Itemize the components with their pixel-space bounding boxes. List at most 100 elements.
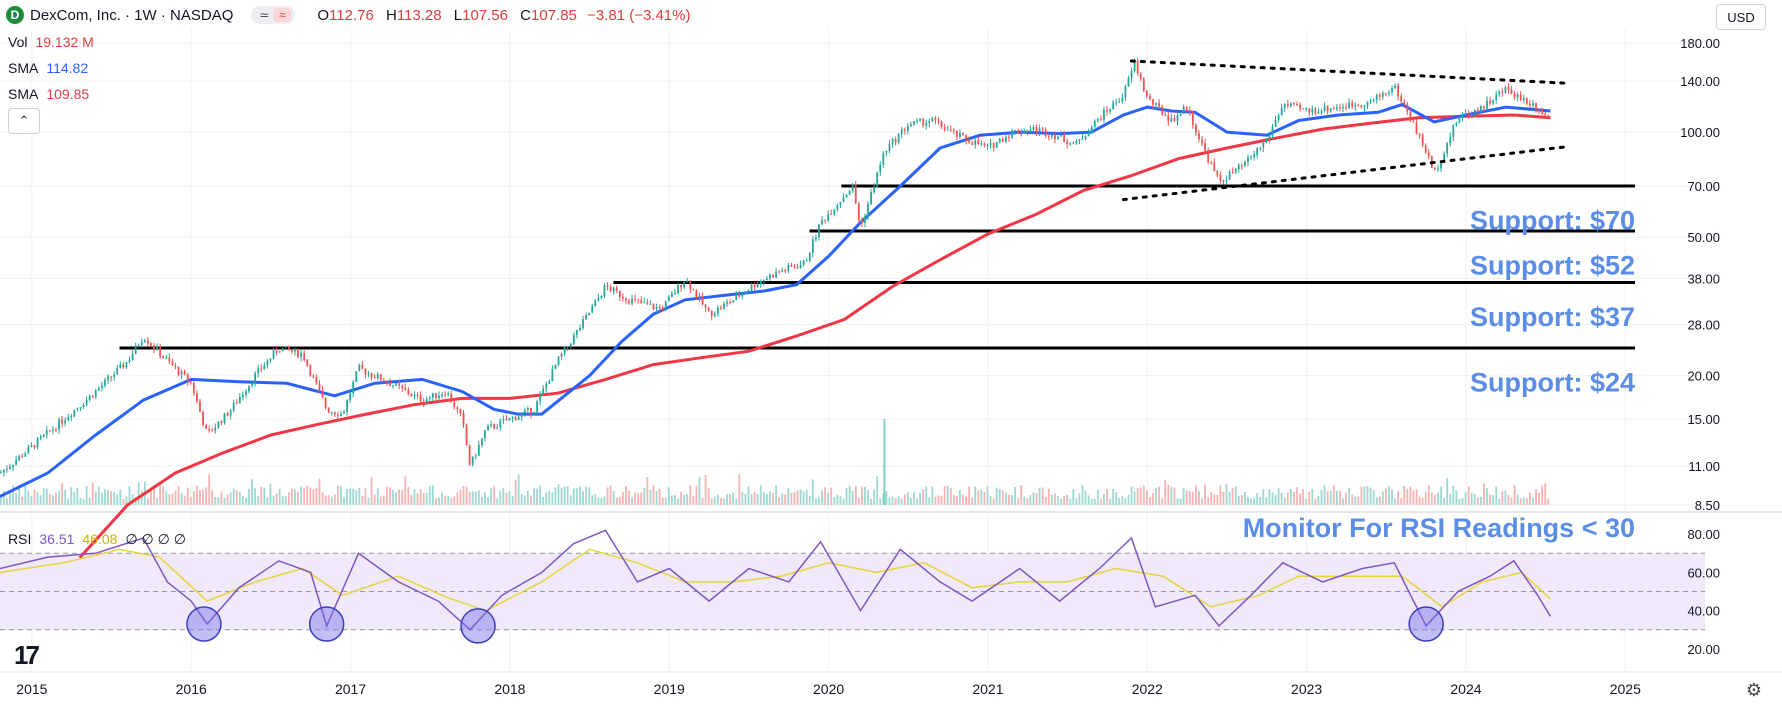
candle-body (940, 121, 943, 127)
volume-bar (137, 482, 140, 505)
volume-bar (1103, 494, 1105, 505)
rsi-legend[interactable]: RSI 36.51 46.08 ∅ ∅ ∅ ∅ (8, 531, 186, 547)
volume-bar (750, 494, 753, 505)
candle-body (21, 455, 24, 457)
sma-200-legend[interactable]: SMA 109.85 (8, 86, 90, 102)
volume-bar (983, 491, 986, 505)
volume-bar (223, 497, 226, 505)
candle-body (569, 343, 572, 347)
candle-body (217, 421, 220, 428)
candle-body (122, 364, 125, 368)
candle-body (1176, 115, 1179, 122)
support-label: Support: $70 (1470, 205, 1635, 235)
candle-body (876, 172, 879, 187)
candle-body (1240, 164, 1243, 166)
volume-bar (934, 496, 937, 505)
volume-bar (1286, 492, 1289, 505)
candle-body (33, 445, 36, 448)
volume-bar (1136, 488, 1139, 505)
ohlc-readout: O112.76 H113.28 L107.56 C107.85 −3.81 (−… (317, 6, 691, 24)
volume-bar (196, 485, 198, 505)
volume-bar (729, 494, 732, 505)
volume-bar (33, 489, 36, 505)
volume-bar (539, 485, 542, 505)
volume-bar (438, 497, 440, 505)
candle-body (943, 126, 946, 131)
candle-body (379, 374, 382, 381)
candle-body (882, 152, 885, 165)
minus-icon[interactable]: ≃ (259, 8, 270, 22)
volume-bar (226, 494, 229, 505)
sma-50-line (0, 102, 1551, 498)
wave-icon[interactable]: ≈ (273, 8, 292, 22)
volume-bar (677, 498, 679, 505)
volume-bar (710, 498, 713, 505)
candle-body (174, 365, 177, 367)
price-tick-label: 100.00 (1680, 125, 1720, 140)
candle-body (1093, 120, 1096, 128)
volume-bar (894, 498, 897, 505)
candle-body (600, 296, 603, 298)
volume-bar (704, 475, 707, 505)
volume-legend[interactable]: Vol 19.132 M (8, 34, 94, 50)
candle-body (88, 395, 91, 400)
volume-bar (1047, 488, 1050, 505)
volume-bar (1078, 493, 1081, 505)
volume-bar (263, 487, 266, 505)
volume-bar (42, 488, 45, 505)
candle-body (928, 121, 931, 123)
candle-body (1479, 106, 1482, 113)
volume-bar (1434, 494, 1436, 505)
volume-bar (787, 488, 790, 505)
candle-body (1216, 170, 1219, 176)
volume-bar (281, 496, 284, 505)
volume-bar (171, 493, 174, 505)
candle-body (389, 382, 391, 386)
rsi-path (0, 529, 1552, 631)
volume-bar (217, 497, 220, 505)
compare-toggle[interactable]: ≃ ≈ (251, 6, 296, 24)
volume-bar (916, 498, 918, 505)
collapse-legend-button[interactable]: ⌃ (8, 108, 40, 134)
volume-bar (401, 490, 404, 505)
volume-bar (759, 485, 762, 505)
time-tick-label: 2023 (1291, 681, 1322, 697)
candle-body (490, 424, 492, 426)
volume-bar (1335, 490, 1338, 505)
volume-bar (695, 485, 698, 505)
candle-body (1544, 113, 1547, 116)
candle-body (808, 252, 811, 261)
volume-bar (634, 492, 637, 505)
trendline-upper (1129, 59, 1572, 85)
candle-body (407, 389, 410, 394)
volume-bar (1443, 497, 1446, 505)
candle-body (1458, 117, 1461, 123)
volume-bar (386, 486, 388, 505)
candle-body (1005, 136, 1007, 142)
candle-body (410, 393, 413, 397)
sma-50-legend[interactable]: SMA 114.82 (8, 60, 89, 76)
volume-bar (468, 491, 471, 505)
volume-bar (514, 479, 517, 505)
open-value: 112.76 (329, 6, 374, 24)
volume-bar (1164, 479, 1167, 505)
volume-bar (1415, 489, 1418, 505)
candle-body (1222, 180, 1225, 182)
volume-bar (606, 487, 609, 505)
candle-body (864, 216, 866, 224)
candle-body (146, 340, 149, 344)
candle-body (900, 129, 903, 135)
candle-body (300, 353, 303, 357)
symbol-title[interactable]: DexCom, Inc. · 1W · NASDAQ (30, 6, 234, 24)
candle-body (554, 364, 557, 369)
volume-bar (554, 487, 557, 505)
candle-body (1538, 109, 1540, 111)
currency-button[interactable]: USD (1716, 4, 1766, 30)
settings-icon[interactable]: ⚙ (1745, 680, 1762, 700)
candle-body (959, 133, 961, 137)
rsi-extra-values: ∅ ∅ ∅ ∅ (125, 531, 186, 547)
candle-body (968, 140, 971, 143)
candle-body (533, 411, 535, 415)
volume-bar (110, 491, 113, 505)
